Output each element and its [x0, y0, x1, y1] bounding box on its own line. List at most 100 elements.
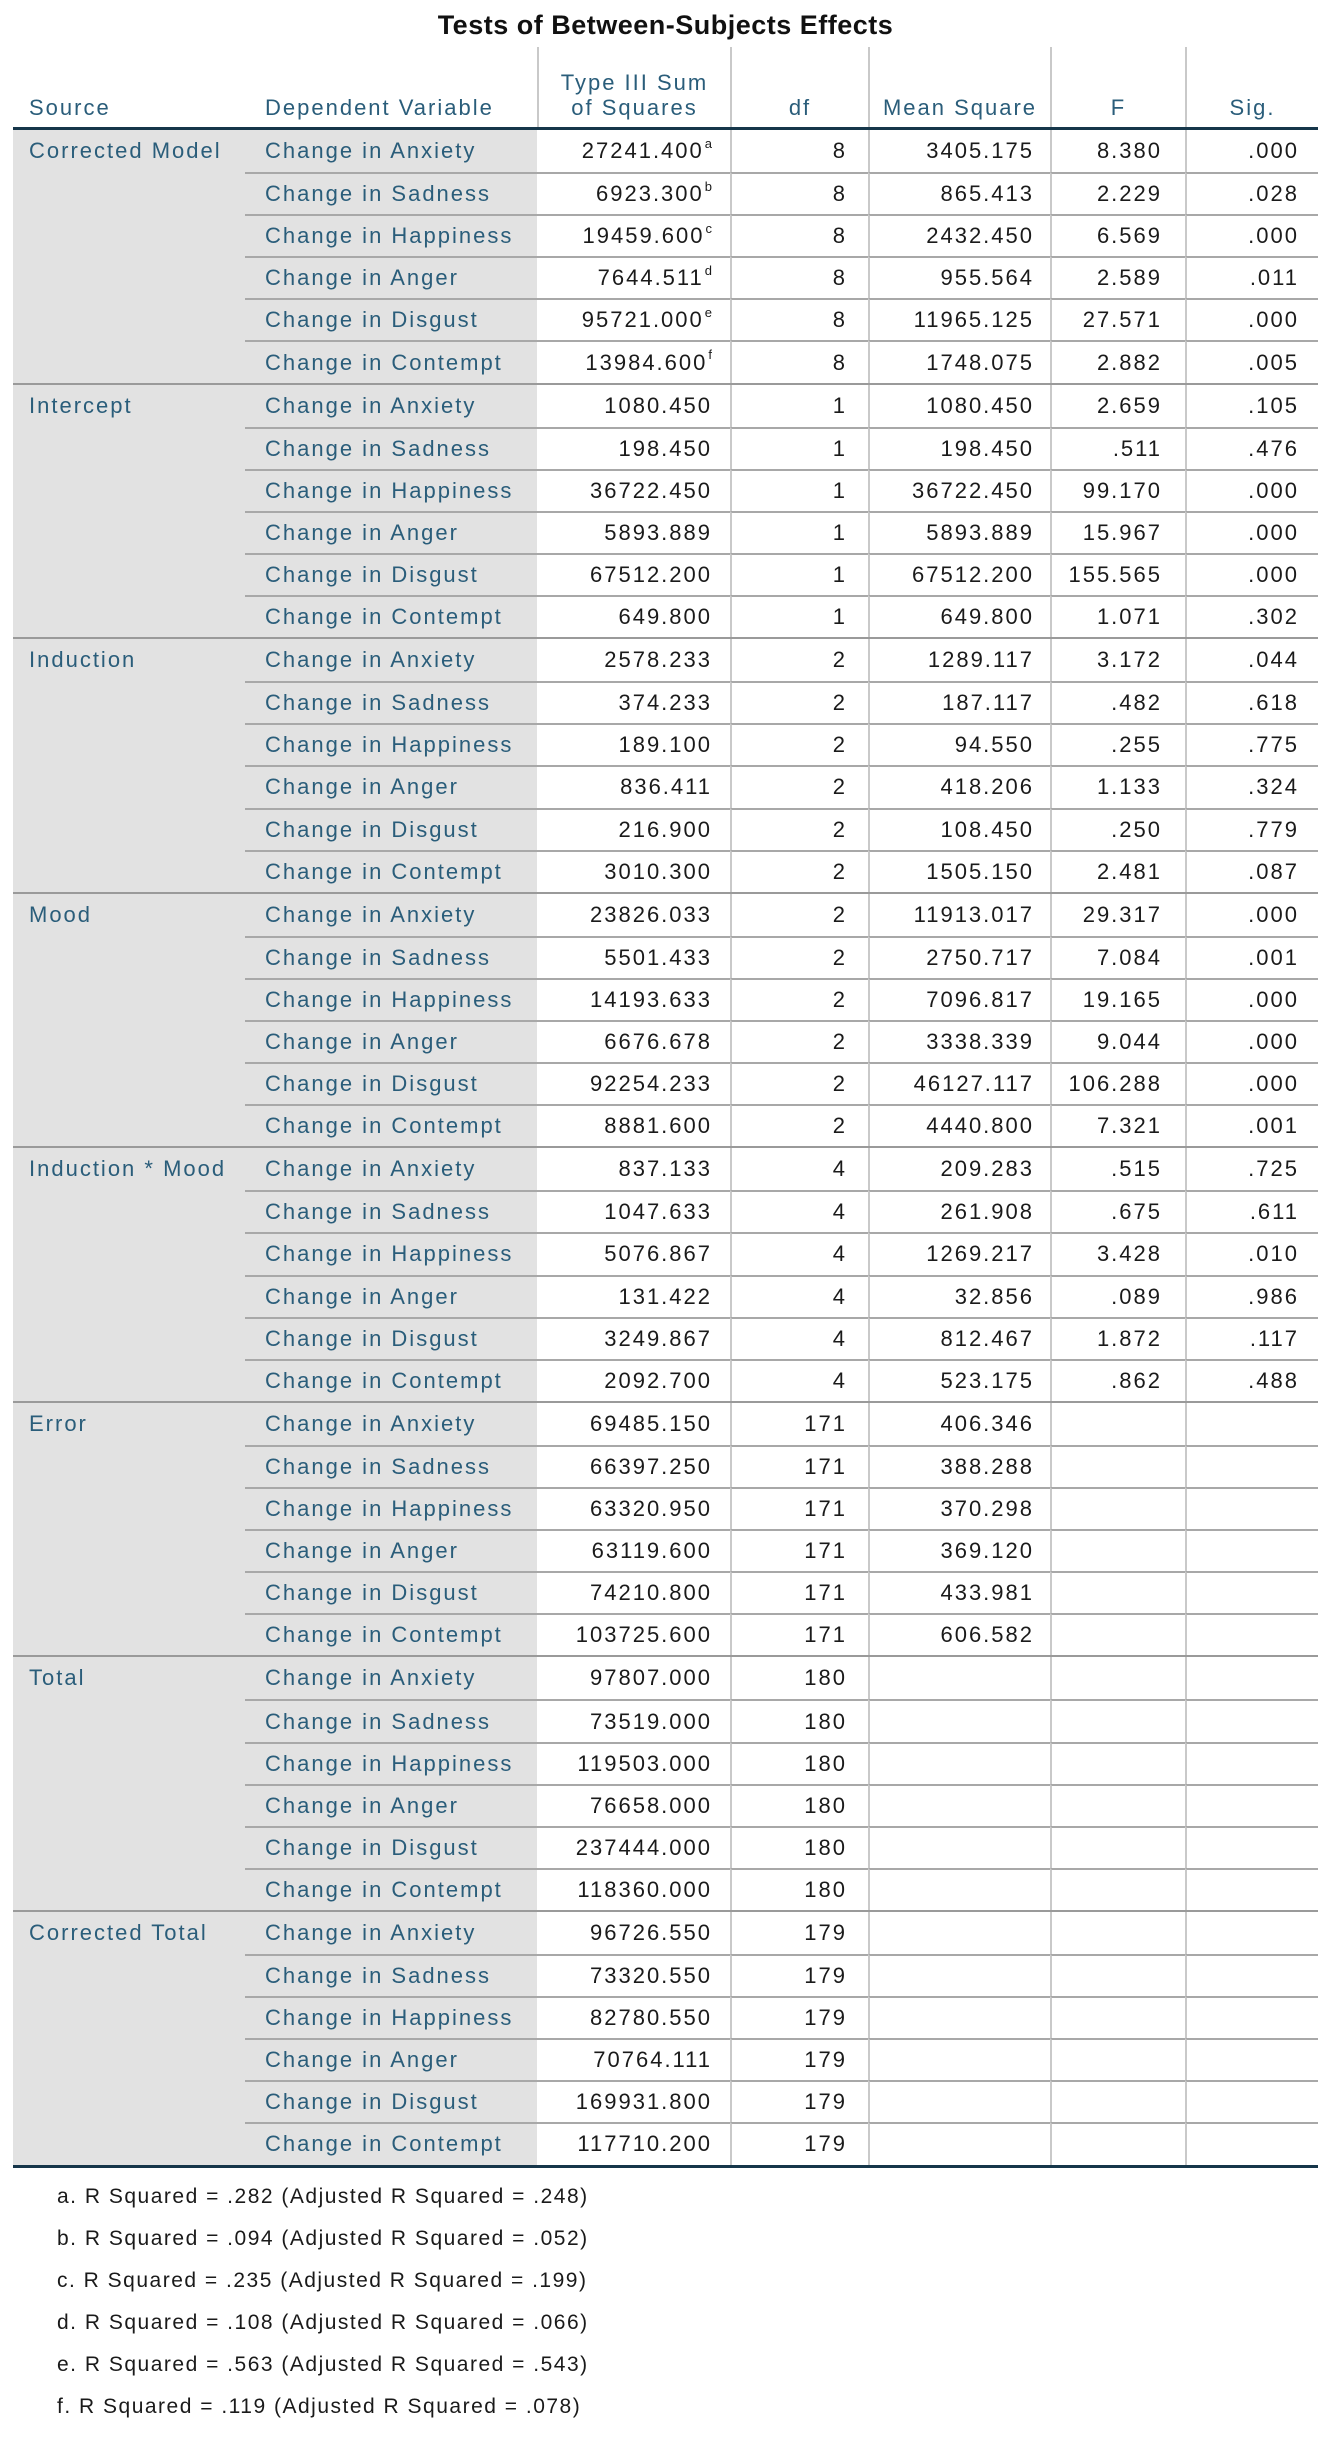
type-iii-sum-of-squares-cell: 19459.600 c — [537, 214, 730, 256]
dependent-variable-cell: Change in Sadness — [245, 1699, 537, 1742]
type-iii-sum-of-squares-cell: 2092.700 — [537, 1358, 730, 1401]
df-cell: 4 — [730, 1190, 868, 1233]
sig-cell: .000 — [1185, 130, 1318, 173]
mean-square-cell: 4440.800 — [868, 1104, 1050, 1147]
f-cell: 19.165 — [1050, 977, 1185, 1020]
sig-cell: .117 — [1185, 1316, 1318, 1359]
source-cell: Mood — [13, 893, 245, 1147]
mean-square-cell: 3405.175 — [868, 130, 1050, 173]
type-iii-sum-of-squares-cell: 73320.550 — [537, 1954, 730, 1996]
dependent-variable-cell: Change in Happiness — [245, 214, 537, 257]
df-cell: 179 — [730, 2122, 868, 2165]
sig-cell — [1185, 1996, 1318, 2039]
dependent-variable-cell: Change in Anger — [245, 256, 537, 299]
sig-cell — [1185, 1911, 1318, 1955]
df-cell: 171 — [730, 1487, 868, 1530]
mean-square-cell — [868, 1954, 1050, 1997]
mean-square-cell: 865.413 — [868, 172, 1050, 215]
f-cell — [1050, 1954, 1185, 1997]
dependent-variable-cell: Change in Anger — [245, 1529, 537, 1572]
source-group-induction: Induction Change in Anxiety 2578.233 2 1289.… — [13, 637, 1318, 892]
df-cell: 1 — [730, 384, 868, 427]
source-group-corrected-total: Corrected Total Change in Anxiety 96726.55… — [13, 1909, 1318, 2165]
sig-cell: .001 — [1185, 1104, 1318, 1147]
df-cell: 4 — [730, 1316, 868, 1359]
type-iii-sum-of-squares-cell: 198.450 — [537, 426, 730, 469]
sig-cell: .000 — [1185, 298, 1318, 341]
mean-square-cell: 5893.889 — [868, 510, 1050, 553]
sig-cell: .000 — [1185, 468, 1318, 511]
f-cell: 7.321 — [1050, 1104, 1185, 1147]
sig-cell: .725 — [1185, 1148, 1318, 1191]
df-cell: 1 — [730, 552, 868, 596]
sig-cell: .611 — [1185, 1190, 1318, 1233]
source-cell: Induction * Mood — [13, 1148, 245, 1401]
f-cell — [1050, 1699, 1185, 1742]
type-iii-sum-of-squares-cell: 69485.150 — [590, 1410, 712, 1436]
mean-square-cell — [868, 1867, 1050, 1910]
type-iii-sum-of-squares-cell: 118360.000 — [537, 1867, 730, 1910]
type-iii-sum-of-squares-cell: 7644.511 d — [537, 256, 730, 298]
dependent-variable-cell: Change in Contempt — [245, 1358, 537, 1401]
f-cell: .482 — [1050, 681, 1185, 724]
type-iii-sum-of-squares-cell: 67512.200 — [537, 552, 730, 595]
df-cell: 4 — [730, 1274, 868, 1317]
column-header-df: df — [730, 47, 868, 127]
f-cell: 1.071 — [1050, 595, 1185, 638]
f-cell: .515 — [1050, 1148, 1185, 1191]
type-iii-sum-of-squares-cell: 131.422 — [537, 1274, 730, 1317]
type-iii-sum-of-squares-cell: 63320.950 — [537, 1487, 730, 1529]
mean-square-cell: 523.175 — [868, 1358, 1050, 1401]
mean-square-cell: 369.120 — [868, 1529, 1050, 1572]
source-group-corrected-model: Corrected Model Change in Anxiety 27241.40… — [13, 130, 1318, 383]
df-cell: 8 — [730, 256, 868, 299]
sig-cell: .010 — [1185, 1232, 1318, 1275]
f-cell — [1050, 1996, 1185, 2039]
dependent-variable-cell: Change in Happiness — [245, 1487, 537, 1530]
f-cell: 1.872 — [1050, 1316, 1185, 1359]
f-cell: .255 — [1050, 723, 1185, 766]
type-iii-sum-of-squares-cell: 5076.867 — [537, 1232, 730, 1274]
df-cell: 1 — [730, 426, 868, 469]
type-iii-sum-of-squares-cell: 5501.433 — [537, 935, 730, 978]
mean-square-cell — [868, 1996, 1050, 2039]
sig-cell — [1185, 1402, 1318, 1445]
df-cell: 171 — [730, 1571, 868, 1614]
mean-square-cell — [868, 1825, 1050, 1868]
f-cell: 9.044 — [1050, 1019, 1185, 1063]
dependent-variable-cell: Change in Happiness — [245, 1232, 537, 1275]
df-cell: 8 — [730, 130, 868, 173]
sig-cell: .324 — [1185, 765, 1318, 808]
mean-square-cell — [868, 1657, 1050, 1700]
source-cell: Intercept — [13, 384, 245, 638]
sig-cell — [1185, 1699, 1318, 1742]
type-iii-sum-of-squares-cell: 63119.600 — [537, 1529, 730, 1571]
df-cell: 2 — [730, 1019, 868, 1063]
dependent-variable-cell: Change in Anxiety — [245, 639, 537, 682]
type-iii-sum-of-squares-cell: 36722.450 — [537, 468, 730, 511]
sig-cell: .044 — [1185, 639, 1318, 682]
type-iii-sum-of-squares-cell: 119503.000 — [537, 1741, 730, 1784]
type-iii-sum-of-squares-cell: 3249.867 — [537, 1316, 730, 1359]
f-cell: 27.571 — [1050, 298, 1185, 341]
mean-square-cell: 418.206 — [868, 765, 1050, 808]
f-cell: 3.172 — [1050, 639, 1185, 682]
dependent-variable-cell: Change in Sadness — [245, 426, 537, 469]
df-cell: 171 — [730, 1529, 868, 1572]
dependent-variable-cell: Change in Contempt — [245, 1104, 537, 1147]
df-cell: 4 — [730, 1232, 868, 1275]
df-cell: 8 — [730, 298, 868, 341]
mean-square-cell: 606.582 — [868, 1613, 1050, 1656]
df-cell: 2 — [730, 639, 868, 682]
footnote-a: a. R Squared = .282 (Adjusted R Squared … — [57, 2184, 589, 2208]
footnote-marker: f — [708, 347, 712, 363]
f-cell — [1050, 1741, 1185, 1784]
sig-cell: .000 — [1185, 893, 1318, 936]
footnote-e: e. R Squared = .563 (Adjusted R Squared … — [57, 2352, 589, 2376]
sig-cell: .775 — [1185, 723, 1318, 766]
sig-cell: .000 — [1185, 510, 1318, 553]
dependent-variable-cell: Change in Disgust — [245, 807, 537, 850]
f-cell — [1050, 1825, 1185, 1868]
table-footnotes: a. R Squared = .282 (Adjusted R Squared … — [57, 2176, 1340, 2428]
sig-cell: .005 — [1185, 340, 1318, 383]
